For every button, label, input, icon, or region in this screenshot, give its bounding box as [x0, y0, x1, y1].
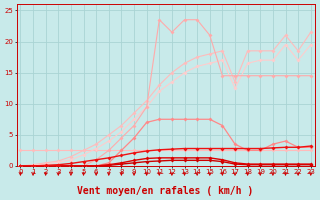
X-axis label: Vent moyen/en rafales ( km/h ): Vent moyen/en rafales ( km/h ) [77, 186, 254, 196]
